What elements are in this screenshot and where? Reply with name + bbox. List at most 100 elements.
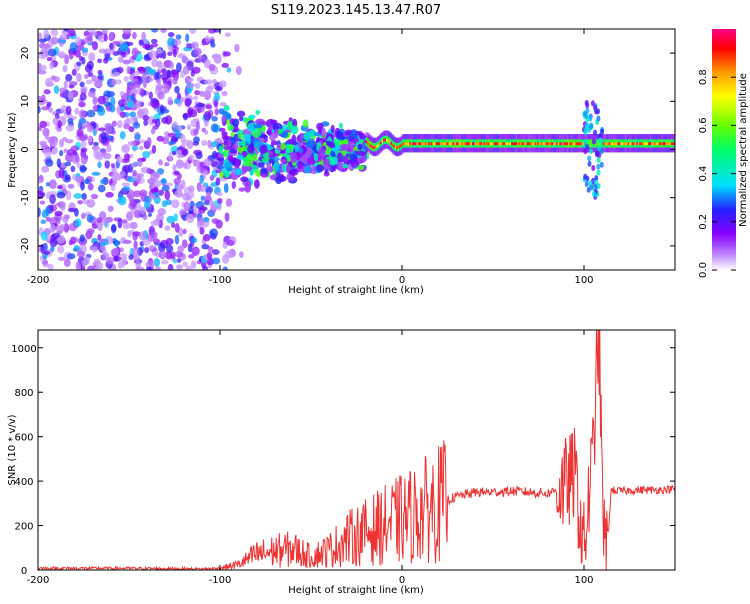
spectrogram-cell (589, 148, 594, 155)
spectrogram-cell (584, 112, 589, 119)
spectrogram-cell (587, 160, 592, 167)
spectrogram-cell (199, 174, 204, 184)
spectrogram-cell (192, 141, 200, 146)
spectrogram-cell (66, 190, 72, 201)
snr-x-ticks: -200 -100 0 100 (27, 330, 594, 586)
spectrogram-cell (38, 207, 41, 218)
snr-series-line (38, 330, 675, 570)
spectrogram-cell (88, 52, 96, 62)
spectrogram-cell (163, 84, 171, 94)
spectrogram-cell (75, 36, 82, 46)
spectrogram-cell (57, 245, 65, 254)
spectrogram-cell (161, 200, 168, 208)
spectrogram-heatmap (38, 29, 675, 270)
spectrogram-cell (148, 91, 153, 100)
spectrogram-cell (338, 122, 343, 129)
spectrogram-cell (186, 42, 191, 49)
spectrogram-cell (594, 175, 599, 182)
spectrogram-cell (148, 244, 155, 250)
spectrogram-cell (583, 173, 588, 180)
spectrogram-cell (149, 69, 156, 76)
spectrogram-cell (49, 61, 55, 70)
spectrogram-cell (172, 48, 177, 58)
spectrogram-cell (63, 80, 68, 89)
spectrogram-cell (175, 34, 182, 40)
spectrogram-cell (172, 164, 177, 172)
spectrogram-cell (81, 47, 89, 53)
spectrogram-cell (143, 54, 150, 59)
spectrogram-cell (189, 29, 197, 35)
spectrogram-cell (315, 164, 325, 173)
spectrogram-cell (281, 131, 289, 138)
spectrogram-cell (240, 176, 249, 183)
spectrogram-cell (81, 192, 87, 201)
spectrogram-cell (224, 170, 230, 179)
spectrogram-cell (65, 124, 75, 132)
spectrogram-cell (142, 213, 148, 221)
spectrogram-cell (79, 134, 88, 142)
snr-x-axis-label: Height of straight line (km) (288, 585, 424, 596)
spectrogram-cell (44, 148, 52, 158)
spectrogram-cell (242, 133, 253, 142)
spectrogram-cell (186, 124, 192, 131)
spectrogram-cell (119, 247, 124, 253)
spectrogram-cell (126, 211, 134, 221)
spectrogram-cell (69, 41, 78, 52)
spectrogram-cell (151, 58, 159, 68)
spectrogram-cell (52, 117, 59, 126)
spectrogram-cell (151, 144, 157, 154)
spectrogram-cell (238, 140, 247, 147)
spectrogram-cell (594, 151, 599, 158)
colorbar-tick-label: 0.0 (698, 262, 709, 278)
spectrogram-cell (66, 253, 76, 260)
spectrogram-cell (163, 135, 170, 141)
spectrogram-cell (57, 120, 62, 128)
spectrogram-cell (221, 90, 228, 97)
spectrogram-cell (165, 250, 173, 260)
spectrogram-cell (323, 171, 330, 177)
spectrogram-cell (202, 158, 212, 167)
spectrogram-cell (599, 148, 604, 155)
spectrogram-cell (122, 222, 131, 230)
spectrogram-cell (40, 219, 47, 225)
colorbar-tick-label: 0.2 (698, 214, 709, 230)
spectrogram-cell (216, 191, 223, 197)
spectrogram-cell (46, 101, 52, 108)
spectrogram-cell (173, 170, 180, 176)
spectrogram-cell (142, 115, 150, 121)
spectrogram-cell (247, 144, 255, 154)
spectrogram-cell (87, 183, 94, 191)
spectrogram-cell (154, 118, 161, 128)
spectrogram-cell (50, 246, 55, 253)
spectrogram-cell (110, 182, 116, 192)
spectrogram-cell (205, 186, 214, 194)
spectrogram-cell (117, 195, 127, 206)
spectrogram-cell (188, 154, 195, 161)
spectrogram-cell (103, 153, 112, 160)
spectrogram-cell (285, 147, 291, 154)
spectrogram-cell (146, 266, 152, 270)
spectrogram-cell (600, 128, 605, 135)
spectrogram-cell (59, 87, 67, 93)
spectrogram-cell (44, 130, 50, 140)
spectrogram-cell (122, 29, 132, 35)
spectrogram-cell (38, 105, 41, 114)
spectrogram-cell (195, 152, 203, 160)
spectrogram-cell (207, 246, 214, 253)
spectrogram-cell (236, 153, 244, 161)
spectrogram-cell (166, 215, 176, 224)
spectrogram-cell (79, 164, 87, 173)
spectrogram-cell (153, 258, 161, 267)
spectrogram-cell (130, 162, 138, 168)
spectrogram-cell (167, 32, 175, 38)
spectrogram-cell (212, 257, 221, 265)
spectrogram-cell (164, 190, 171, 201)
spectrogram-cell (198, 206, 206, 214)
spectrogram-cell (133, 209, 142, 219)
spectrogram-cell (223, 183, 229, 194)
spectrogram-cell (255, 109, 260, 115)
spectrogram-cell (160, 73, 169, 81)
spectrogram-cell (158, 159, 163, 166)
spectrogram-cell (39, 120, 47, 129)
spectrogram-cell (176, 264, 183, 270)
